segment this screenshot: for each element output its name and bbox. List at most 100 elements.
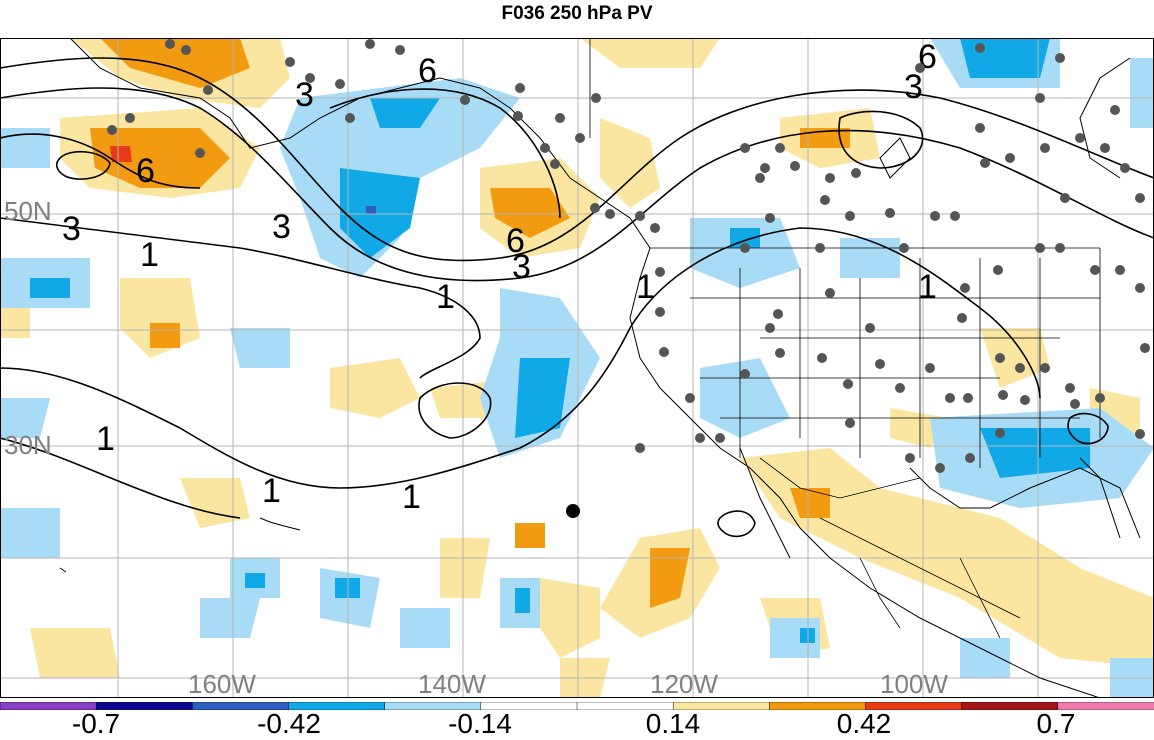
station-dot [635,443,645,453]
station-dot [715,433,725,443]
station-dot [740,243,750,253]
station-dot [195,148,205,158]
station-dot [963,393,973,403]
lat-label-30n: 30N [4,430,52,460]
station-dot [980,158,990,168]
station-dot [975,123,985,133]
station-dot [1055,243,1065,253]
station-dot [843,379,853,389]
station-dot [930,211,940,221]
station-dot [995,428,1005,438]
station-dot [765,323,775,333]
station-dot [550,159,560,169]
station-dot [395,45,405,55]
station-dot [650,223,660,233]
station-dot [685,393,695,403]
contour-label: 1 [918,268,937,306]
station-dot [1015,363,1025,373]
station-dot [345,113,355,123]
observation-stations [107,39,1150,473]
station-dot [965,453,975,463]
station-dot [845,418,855,428]
pv-contours [0,57,1154,538]
station-dot [460,95,470,105]
station-dot [125,113,135,123]
station-dot [865,323,875,333]
station-dot [1140,343,1150,353]
station-dot [773,309,783,319]
station-dot [591,93,601,103]
colorbar-swatch [1057,702,1154,710]
station-dot [775,143,785,153]
station-dot [995,353,1005,363]
station-dot [998,390,1008,400]
station-dot [1110,105,1120,115]
station-dot [1055,53,1065,63]
station-dot [755,173,765,183]
station-dot [960,283,970,293]
positive-pv-shading-peak [110,146,132,162]
contour-label: 1 [636,268,655,306]
station-dot [1070,399,1080,409]
lon-label-100w: 100W [880,669,948,698]
station-dot [515,83,525,93]
lon-label-160w: 160W [188,669,256,698]
contour-label: 1 [262,472,281,510]
contour-label: 6 [506,222,525,260]
station-dot [790,161,800,171]
station-dot [590,203,600,213]
contour-label: 3 [295,76,314,114]
station-dot [181,45,191,55]
station-dot [107,125,117,135]
station-dot [935,463,945,473]
station-dot [655,267,665,277]
station-dot [1135,193,1145,203]
highlight-marker [566,504,580,518]
station-dot [740,369,750,379]
contour-label: 6 [418,52,437,90]
station-dot [555,113,565,123]
station-dot [957,313,967,323]
station-dot [885,208,895,218]
contour-label: 3 [512,248,531,286]
station-dot [203,85,213,95]
contour-label: 1 [402,478,421,516]
station-dot [905,453,915,463]
station-dot [1005,153,1015,163]
station-dot [695,433,705,443]
station-dot [365,39,375,49]
station-dot [1020,395,1030,405]
station-dot [740,143,750,153]
station-dot [1035,93,1045,103]
station-dot [825,288,835,298]
lon-label-140w: 140W [418,669,486,698]
station-dot [915,63,925,73]
station-dot [1065,383,1075,393]
station-dot [1035,243,1045,253]
station-dot [895,383,905,393]
station-dot [1040,143,1050,153]
station-dot [1090,265,1100,275]
station-dot [775,348,785,358]
political-borders [589,38,1101,639]
pv-map: 6 3 3 6 6 3 3 1 1 1 1 1 1 1 3 6 50N 30N … [0,38,1154,698]
station-dot [1060,193,1070,203]
station-dot [659,347,669,357]
colorbar-label: -0.42 [257,708,321,739]
station-dot [765,213,775,223]
contour-label: 3 [904,68,923,106]
station-dot [655,307,665,317]
station-dot [925,363,935,373]
station-dot [1075,133,1085,143]
station-dot [1040,363,1050,373]
station-dot [760,163,770,173]
lon-label-120w: 120W [650,669,718,698]
station-dot [305,73,315,83]
station-dot [1135,429,1145,439]
station-dot [899,243,909,253]
station-dot [513,111,523,121]
colorbar [0,702,1154,710]
colorbar-label: 0.14 [645,708,701,739]
contour-label: 1 [140,236,159,274]
coastlines [59,38,1141,698]
